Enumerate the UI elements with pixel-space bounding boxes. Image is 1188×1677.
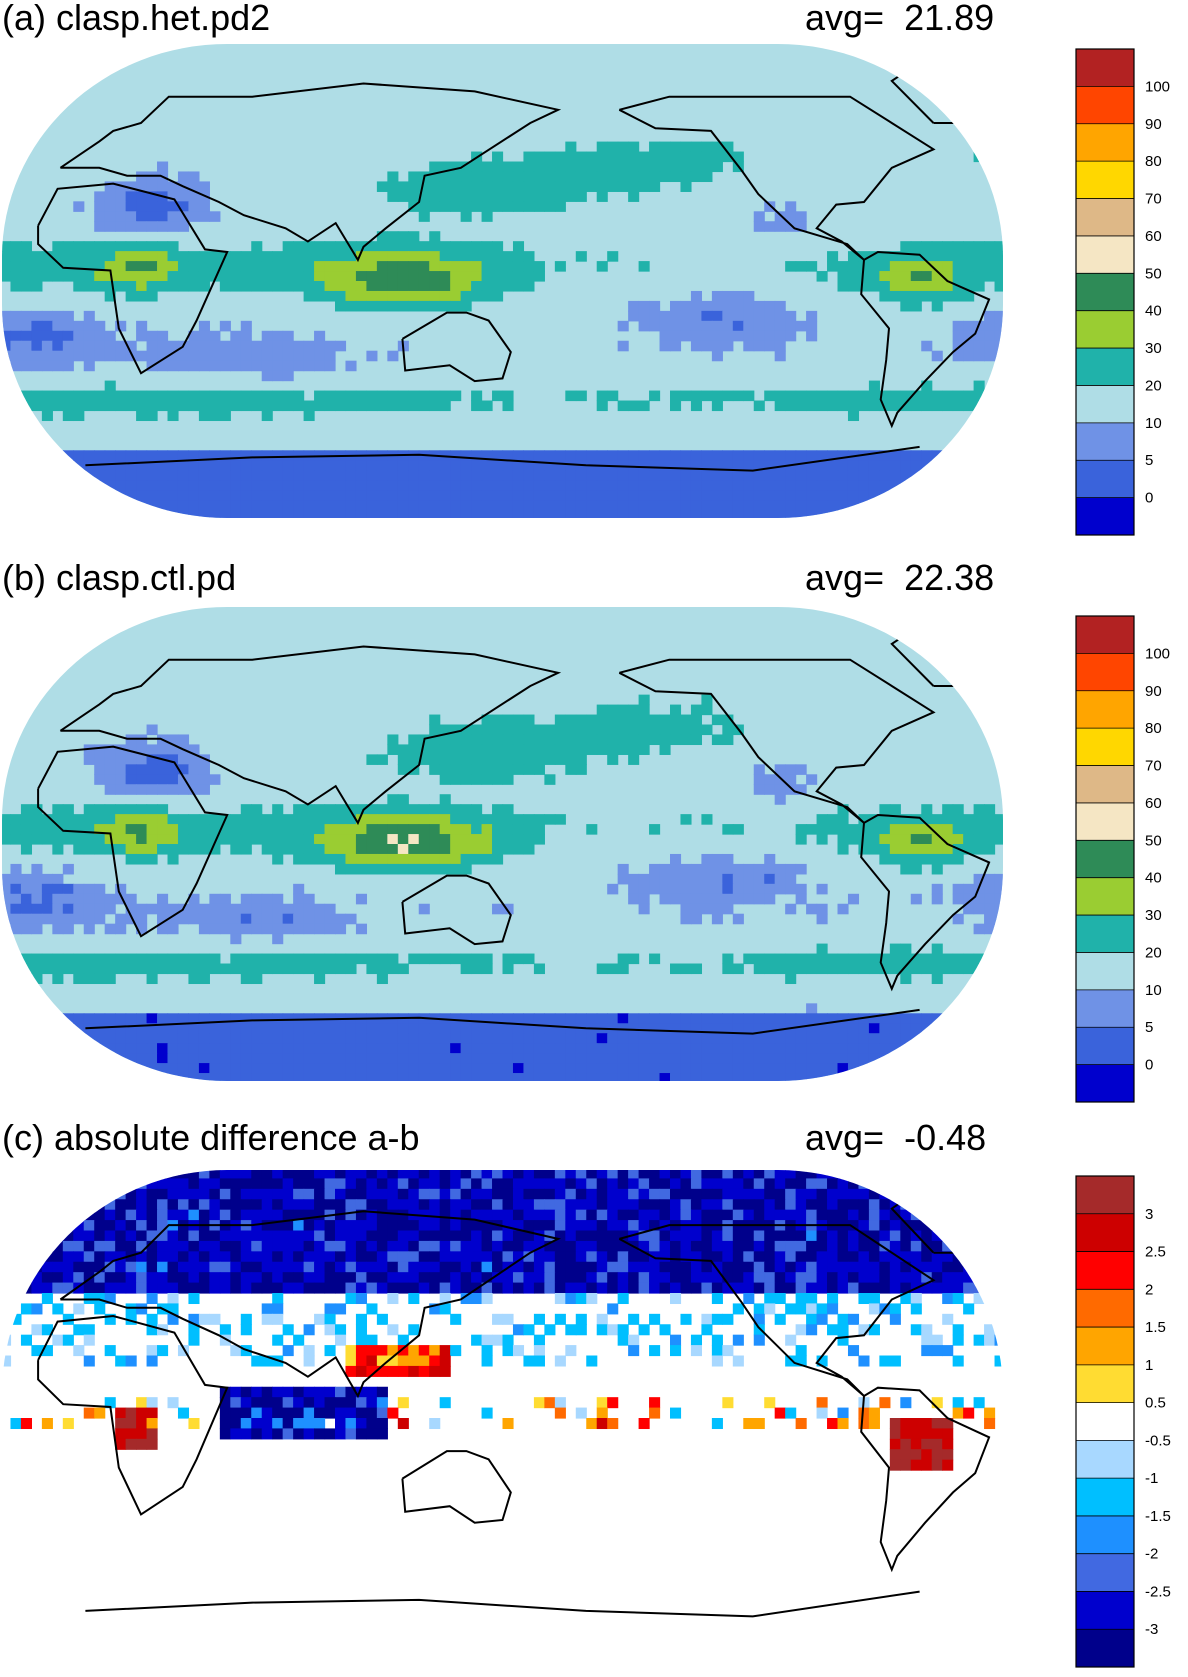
colorbar-tick-label: 30 (1145, 340, 1162, 357)
colorbar-tick-label: 50 (1145, 832, 1162, 849)
panel-title: (c) absolute difference a-b (2, 1117, 420, 1158)
colorbar-swatch (1076, 1364, 1134, 1404)
avg-label: avg= (805, 1117, 885, 1158)
colorbar-swatch (1076, 1629, 1134, 1668)
colorbar: 3 2.5 2 1.5 1 0.5 -0.5 -1 -1.5 -2 -2.5 -3 (1075, 1175, 1171, 1668)
colorbar-swatch (1076, 198, 1134, 237)
colorbar-tick-label: -0.5 (1145, 1432, 1171, 1449)
colorbar-swatch (1076, 1327, 1134, 1366)
colorbar-swatch (1076, 273, 1134, 312)
colorbar-swatch (1076, 1064, 1134, 1103)
colorbar-tick-label: 80 (1145, 720, 1162, 737)
colorbar-swatch (1076, 1176, 1134, 1215)
avg-readout: avg= 22.38 (805, 558, 994, 598)
colorbar-swatch (1076, 728, 1134, 767)
colorbar-swatch (1076, 1440, 1134, 1479)
colorbar-tick-label: 0 (1145, 1057, 1153, 1074)
colorbar-tick-label: 2.5 (1145, 1244, 1166, 1261)
colorbar-swatch (1076, 385, 1134, 424)
colorbar-tick-label: 50 (1145, 265, 1162, 282)
colorbar-swatch (1076, 1251, 1134, 1290)
colorbar-tick-label: 3 (1145, 1206, 1153, 1223)
colorbar-tick-label: 90 (1145, 683, 1162, 700)
colorbar-tick-label: -1 (1145, 1470, 1158, 1487)
panel-a: (a) clasp.het.pd2 avg= 21.89 100 90 80 70 60… (0, 0, 1188, 540)
panel-b: (b) clasp.ctl.pd avg= 22.38 100 90 80 70 60 5… (0, 557, 1188, 1103)
field-cells (2, 1170, 1003, 1666)
colorbar-swatch (1076, 1478, 1134, 1517)
colorbar-tick-label: 0.5 (1145, 1395, 1166, 1412)
colorbar-swatch (1076, 1213, 1134, 1253)
colorbar-swatch (1076, 86, 1134, 125)
colorbar-swatch (1076, 49, 1134, 87)
colorbar-tick-label: 1.5 (1145, 1319, 1166, 1336)
colorbar-swatch (1076, 310, 1134, 349)
colorbar-swatch (1076, 460, 1134, 499)
panel-title: (b) clasp.ctl.pd (2, 557, 237, 598)
avg-label: avg= (805, 0, 885, 38)
colorbar-tick-label: 100 (1145, 645, 1170, 662)
panel-c: (c) absolute difference a-b avg= -0.48 3… (0, 1117, 1188, 1677)
colorbar-tick-label: 2 (1145, 1281, 1153, 1298)
world-map (2, 607, 1003, 1081)
colorbar-swatch (1076, 235, 1134, 274)
colorbar-tick-label: 80 (1145, 153, 1162, 170)
colorbar-swatch (1076, 616, 1134, 654)
colorbar-tick-label: -3 (1145, 1621, 1158, 1638)
colorbar-swatch (1076, 877, 1134, 916)
colorbar-tick-label: 1 (1145, 1357, 1153, 1374)
avg-value: 22.38 (904, 557, 995, 598)
colorbar-swatch (1076, 497, 1134, 536)
colorbar-tick-label: 100 (1145, 78, 1170, 95)
coastlines (14, 1188, 991, 1618)
colorbar-swatch (1076, 802, 1134, 841)
colorbar-tick-label: -2.5 (1145, 1583, 1171, 1600)
colorbar-swatch (1076, 989, 1134, 1028)
colorbar-swatch (1076, 123, 1134, 162)
colorbar-tick-label: 30 (1145, 907, 1162, 924)
colorbar-swatch (1076, 1289, 1134, 1328)
colorbar-tick-label: 10 (1145, 415, 1162, 432)
avg-readout: avg= -0.48 (805, 1118, 986, 1158)
colorbar-tick-label: 20 (1145, 377, 1162, 394)
colorbar-swatch (1076, 1402, 1134, 1441)
colorbar-tick-label: -1.5 (1145, 1508, 1171, 1525)
colorbar-swatch (1076, 952, 1134, 991)
avg-label: avg= (805, 557, 885, 598)
avg-value: 21.89 (904, 0, 995, 38)
colorbar-tick-label: 60 (1145, 795, 1162, 812)
colorbar-tick-label: 70 (1145, 191, 1162, 208)
colorbar-tick-label: 5 (1145, 1019, 1153, 1036)
colorbar-swatch (1076, 840, 1134, 879)
colorbar-swatch (1076, 1591, 1134, 1630)
colorbar-swatch (1076, 422, 1134, 461)
avg-readout: avg= 21.89 (805, 0, 994, 38)
colorbar-swatch (1076, 690, 1134, 729)
colorbar-tick-label: 70 (1145, 758, 1162, 775)
colorbar-swatch (1076, 1515, 1134, 1555)
panel-title: (a) clasp.het.pd2 (2, 0, 271, 38)
colorbar-tick-label: -2 (1145, 1546, 1158, 1563)
colorbar-swatch (1076, 915, 1134, 953)
world-map (2, 1170, 1003, 1666)
colorbar-tick-label: 10 (1145, 982, 1162, 999)
avg-value: -0.48 (904, 1117, 987, 1158)
colorbar-swatch (1076, 348, 1134, 386)
colorbar-swatch (1076, 765, 1134, 804)
colorbar-tick-label: 40 (1145, 303, 1162, 320)
colorbar-tick-label: 5 (1145, 452, 1153, 469)
colorbar-swatch (1076, 1027, 1134, 1066)
colorbar-tick-label: 60 (1145, 228, 1162, 245)
colorbar-swatch (1076, 653, 1134, 692)
world-map (2, 44, 1003, 518)
colorbar-tick-label: 20 (1145, 944, 1162, 961)
colorbar-swatch (1076, 1553, 1134, 1592)
colorbar-tick-label: 40 (1145, 870, 1162, 887)
colorbar-tick-label: 0 (1145, 490, 1153, 507)
coastlines (14, 61, 991, 472)
colorbar-swatch (1076, 161, 1134, 200)
colorbar-tick-label: 90 (1145, 116, 1162, 133)
